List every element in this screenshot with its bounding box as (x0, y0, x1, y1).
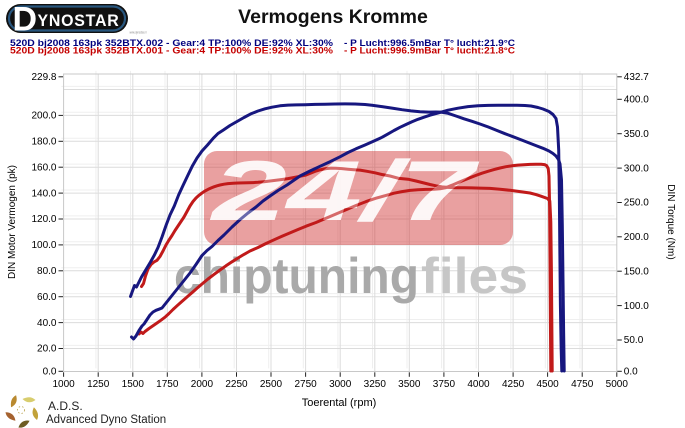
svg-text:80.0: 80.0 (37, 266, 57, 277)
svg-text:200.0: 200.0 (31, 111, 56, 122)
svg-text:0.0: 0.0 (43, 367, 57, 378)
svg-text:100.0: 100.0 (624, 301, 649, 312)
svg-text:3250: 3250 (364, 379, 387, 390)
svg-text:400.0: 400.0 (624, 95, 649, 106)
svg-text:1750: 1750 (156, 379, 179, 390)
svg-text:4750: 4750 (571, 379, 594, 390)
svg-text:2000: 2000 (191, 379, 214, 390)
svg-text:2250: 2250 (225, 379, 248, 390)
svg-text:DIN Motor Vermogen (pk): DIN Motor Vermogen (pk) (7, 165, 18, 279)
svg-text:YNOSTAR: YNOSTAR (38, 12, 120, 30)
svg-text:432.7: 432.7 (624, 72, 649, 83)
svg-text:520D bj2008 163pk 352BTX.002 -: 520D bj2008 163pk 352BTX.002 - Gear:4 TP… (10, 38, 333, 48)
svg-text:5000: 5000 (606, 379, 629, 390)
svg-text:60.0: 60.0 (37, 292, 57, 303)
svg-text:350.0: 350.0 (624, 129, 649, 140)
svg-text:3500: 3500 (398, 379, 421, 390)
svg-text:1000: 1000 (52, 379, 75, 390)
svg-text:20.0: 20.0 (37, 344, 57, 355)
svg-text:24/7: 24/7 (209, 144, 480, 239)
svg-text:180.0: 180.0 (31, 137, 56, 148)
svg-text:- P Lucht:996.5mBar T° lucht:2: - P Lucht:996.5mBar T° lucht:21.9°C (344, 38, 516, 48)
svg-text:120.0: 120.0 (31, 214, 56, 225)
svg-text:2750: 2750 (294, 379, 317, 390)
svg-text:1500: 1500 (122, 379, 145, 390)
svg-text:100.0: 100.0 (31, 240, 56, 251)
svg-text:200.0: 200.0 (624, 232, 649, 243)
svg-text:4000: 4000 (467, 379, 490, 390)
svg-text:3750: 3750 (433, 379, 456, 390)
svg-text:chiptuning: chiptuning (174, 248, 419, 304)
svg-text:40.0: 40.0 (37, 318, 57, 329)
svg-text:3000: 3000 (329, 379, 352, 390)
svg-text:4250: 4250 (502, 379, 525, 390)
svg-text:50.0: 50.0 (624, 335, 644, 346)
svg-text:140.0: 140.0 (31, 188, 56, 199)
svg-text:DIN Torque (Nm): DIN Torque (Nm) (665, 184, 676, 259)
svg-text:160.0: 160.0 (31, 162, 56, 173)
svg-text:www.dynostar.nl: www.dynostar.nl (130, 30, 147, 35)
svg-text:Toerental (rpm): Toerental (rpm) (302, 397, 377, 409)
svg-text:150.0: 150.0 (624, 266, 649, 277)
svg-text:2500: 2500 (260, 379, 283, 390)
svg-text:520D bj2008 163pk 352BTX.001 -: 520D bj2008 163pk 352BTX.001 - Gear:4 TP… (10, 46, 333, 56)
svg-text:300.0: 300.0 (624, 163, 649, 174)
svg-text:Advanced Dyno Station: Advanced Dyno Station (46, 414, 166, 426)
svg-text:Vermogens Kromme: Vermogens Kromme (238, 6, 428, 28)
svg-text:- P Lucht:996.9mBar T° lucht:2: - P Lucht:996.9mBar T° lucht:21.8°C (344, 46, 516, 56)
svg-text:1250: 1250 (87, 379, 110, 390)
svg-text:files: files (421, 248, 528, 304)
svg-text:250.0: 250.0 (624, 198, 649, 209)
svg-text:229.8: 229.8 (31, 72, 56, 83)
svg-text:24/7: 24/7 (209, 144, 480, 239)
svg-text:D: D (13, 1, 38, 39)
svg-text:0.0: 0.0 (624, 367, 638, 378)
svg-text:A.D.S.: A.D.S. (48, 399, 83, 413)
svg-text:4500: 4500 (536, 379, 559, 390)
